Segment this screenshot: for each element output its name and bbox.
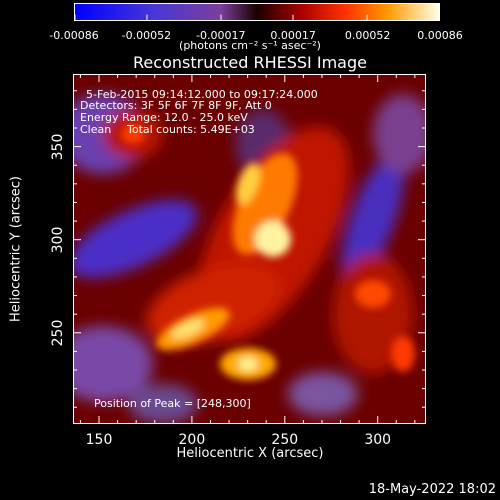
x-tick-label: 300 — [364, 432, 392, 448]
y-tick-label: 300 — [50, 226, 66, 254]
peak-position-annotation: Position of Peak = [248,300] — [94, 397, 251, 410]
x-tick-label: 250 — [271, 432, 299, 448]
colorbar-tick-label: -0.00017 — [196, 29, 246, 42]
y-tick-label: 350 — [50, 133, 66, 160]
date-stamp: 18-May-2022 18:02 — [368, 482, 496, 497]
colorbar — [74, 3, 440, 21]
colorbar-tick-label: 0.00017 — [270, 29, 316, 42]
colorbar-unit-label: (photons cm⁻² s⁻¹ asec⁻²) — [179, 39, 321, 52]
y-axis-label: Heliocentric Y (arcsec) — [8, 176, 24, 322]
time-range-annotation: 5-Feb-2015 09:14:12.000 to 09:17:24.000 — [86, 88, 318, 101]
method-annotation: Clean — [80, 123, 112, 136]
chart-title: Reconstructed RHESSI Image — [133, 53, 367, 72]
y-tick-label: 250 — [50, 319, 66, 347]
total-counts-annotation: Total counts: 5.49E+03 — [127, 123, 255, 136]
heatmap-image — [73, 74, 426, 424]
x-tick-label: 150 — [85, 432, 113, 448]
colorbar-tick-label: 0.00052 — [344, 29, 391, 42]
energy-range-annotation: Energy Range: 12.0 - 25.0 keV — [80, 111, 248, 124]
colorbar-tick-label: -0.00052 — [121, 29, 172, 42]
detectors-annotation: Detectors: 3F 5F 6F 7F 8F 9F, Att 0 — [80, 99, 272, 112]
x-tick-label: 200 — [178, 432, 206, 448]
x-axis-label: Heliocentric X (arcsec) — [176, 446, 324, 461]
colorbar-tick-label: -0.00086 — [49, 29, 99, 42]
colorbar-tick-label: 0.00086 — [417, 29, 463, 42]
